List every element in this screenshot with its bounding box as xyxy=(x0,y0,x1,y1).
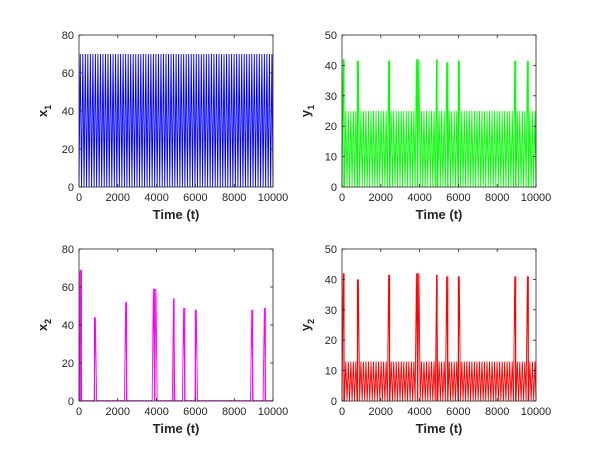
plot-frame-y2 xyxy=(341,248,537,402)
x-tick-label-x2-2: 4000 xyxy=(144,406,168,418)
series-line-y1 xyxy=(341,59,537,188)
x-tick-label-y2-1: 2000 xyxy=(369,406,393,418)
y-tick-label-x1-2: 40 xyxy=(62,106,74,118)
x-axis-label-x2: Time (t) xyxy=(153,421,200,436)
y-tick-label-x1-4: 80 xyxy=(62,30,74,42)
y-tick-label-y1-5: 50 xyxy=(325,30,337,42)
y-tick-label-x1-0: 0 xyxy=(68,182,74,194)
x-tick-label-x1-0: 0 xyxy=(76,192,82,204)
y-axis-label-y1: y1 xyxy=(298,105,316,117)
x-tick-label-x1-4: 8000 xyxy=(222,192,246,204)
y-tick-label-y1-4: 40 xyxy=(325,60,337,72)
plot-frame-x2 xyxy=(78,248,274,402)
y-tick-label-x2-1: 20 xyxy=(62,358,74,370)
y-tick-label-x2-2: 40 xyxy=(62,320,74,332)
y-tick-label-y2-4: 40 xyxy=(325,274,337,286)
y-tick-label-y1-1: 10 xyxy=(325,152,337,164)
x-tick-label-x2-1: 2000 xyxy=(106,406,130,418)
y-tick-label-y2-5: 50 xyxy=(325,244,337,256)
x-tick-label-x1-5: 10000 xyxy=(258,192,289,204)
y-axis-label-x1: x1 xyxy=(35,105,53,117)
x-tick-label-y2-5: 10000 xyxy=(521,406,552,418)
series-line-x2 xyxy=(78,269,274,402)
x-tick-label-y1-0: 0 xyxy=(339,192,345,204)
x-axis-label-y1: Time (t) xyxy=(416,207,463,222)
chart-x2: 0 2000 4000 6000 8000 10000 0 20 40 60 80 Time (t) x… xyxy=(35,244,288,436)
chart-y1: 0 2000 4000 6000 8000 10000 0 10 20 30 40 50 Time (t… xyxy=(298,30,551,222)
y-tick-label-x2-0: 0 xyxy=(68,396,74,408)
y-tick-label-x1-1: 20 xyxy=(62,144,74,156)
x-tick-label-x1-2: 4000 xyxy=(144,192,168,204)
x-tick-label-x2-4: 8000 xyxy=(222,406,246,418)
y-tick-label-y1-2: 20 xyxy=(325,121,337,133)
x-axis-label-y2: Time (t) xyxy=(416,421,463,436)
series-line-x1 xyxy=(78,53,274,188)
x-tick-label-y2-3: 6000 xyxy=(446,406,470,418)
x-tick-label-y1-3: 6000 xyxy=(446,192,470,204)
x-tick-label-x2-3: 6000 xyxy=(183,406,207,418)
y-axis-label-y2: y2 xyxy=(298,319,316,331)
x-axis-label-x1: Time (t) xyxy=(153,207,200,222)
y-axis-label-x2: x2 xyxy=(35,319,53,331)
y-tick-label-y1-0: 0 xyxy=(331,182,337,194)
chart-y2: 0 2000 4000 6000 8000 10000 0 10 20 30 40 50 Time (t… xyxy=(298,244,551,436)
y-tick-label-y2-0: 0 xyxy=(331,396,337,408)
x-tick-label-y1-4: 8000 xyxy=(485,192,509,204)
x-tick-label-y2-2: 4000 xyxy=(407,406,431,418)
y-tick-label-y2-3: 30 xyxy=(325,305,337,317)
plot-frame-y1 xyxy=(341,34,537,188)
x-tick-label-x1-3: 6000 xyxy=(183,192,207,204)
y-tick-label-x2-4: 80 xyxy=(62,244,74,256)
x-tick-label-x1-1: 2000 xyxy=(106,192,130,204)
x-tick-label-y1-1: 2000 xyxy=(369,192,393,204)
x-tick-label-x2-5: 10000 xyxy=(258,406,289,418)
y-tick-label-y2-2: 20 xyxy=(325,335,337,347)
x-tick-label-y2-0: 0 xyxy=(339,406,345,418)
series-line-y2 xyxy=(341,273,537,402)
y-tick-label-y1-3: 30 xyxy=(325,91,337,103)
y-tick-label-y2-1: 10 xyxy=(325,366,337,378)
y-tick-label-x2-3: 60 xyxy=(62,282,74,294)
x-tick-label-y2-4: 8000 xyxy=(485,406,509,418)
x-tick-label-y1-5: 10000 xyxy=(521,192,552,204)
x-tick-label-y1-2: 4000 xyxy=(407,192,431,204)
x-tick-label-x2-0: 0 xyxy=(76,406,82,418)
chart-x1: 0 2000 4000 6000 8000 10000 0 20 40 60 80 Time (t) x… xyxy=(35,30,288,222)
y-tick-label-x1-3: 60 xyxy=(62,68,74,80)
